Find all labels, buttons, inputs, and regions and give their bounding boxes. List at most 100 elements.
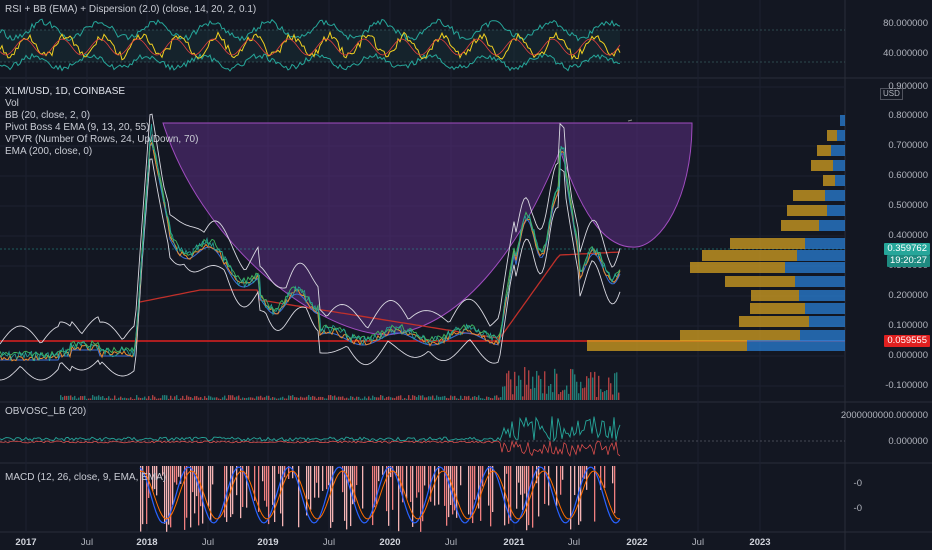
volume-bar [598, 375, 600, 400]
volume-bar [110, 398, 112, 400]
rsi-legend[interactable]: RSI + BB (EMA) + Dispersion (2.0) (close… [5, 4, 256, 16]
macd-histogram-bar [170, 466, 172, 528]
volume-profile-up-bar [831, 145, 845, 156]
volume-profile-up-bar [825, 190, 845, 201]
rsi-axis-label: 80.000000 [883, 18, 928, 29]
volume-bar [152, 395, 154, 400]
macd-legend[interactable]: MACD (12, 26, close, 9, EMA, EMA) [5, 472, 166, 484]
macd-histogram-bar [264, 466, 266, 501]
legend-volume[interactable]: Vol [5, 98, 19, 109]
macd-histogram-bar [330, 466, 332, 528]
volume-bar [172, 398, 174, 400]
legend-pivot-ema[interactable]: Pivot Boss 4 EMA (9, 13, 20, 55) [5, 122, 150, 133]
macd-histogram-bar [468, 466, 470, 515]
macd-histogram-bar [604, 466, 606, 489]
volume-bar [240, 398, 242, 400]
macd-histogram-bar [422, 466, 424, 522]
volume-bar [498, 397, 500, 400]
volume-bar [134, 398, 136, 400]
volume-bar [188, 396, 190, 400]
volume-bar [62, 397, 64, 400]
macd-histogram-bar [488, 466, 490, 506]
macd-histogram-bar [490, 466, 492, 527]
volume-bar [220, 398, 222, 400]
volume-bar [318, 396, 320, 400]
macd-histogram-bar [412, 466, 414, 527]
macd-histogram-bar [212, 466, 214, 485]
volume-bar [88, 398, 90, 400]
volume-bar [578, 393, 580, 400]
legend-ema200[interactable]: EMA (200, close, 0) [5, 146, 93, 157]
volume-bar [234, 397, 236, 400]
volume-bar [450, 395, 452, 400]
volume-bar [180, 398, 182, 400]
macd-histogram-bar [344, 466, 346, 521]
volume-profile-down-bar [730, 238, 805, 249]
volume-bar [196, 396, 198, 400]
volume-bar [366, 398, 368, 400]
macd-histogram-bar [178, 466, 180, 477]
volume-bar [74, 395, 76, 400]
volume-bar [552, 392, 554, 400]
macd-histogram-bar [332, 466, 334, 523]
volume-bar [370, 398, 372, 400]
rsi-axis-label: 40.000000 [883, 48, 928, 59]
time-axis-label: 2019 [257, 537, 279, 548]
volume-profile-up-bar [819, 220, 845, 231]
volume-bar [488, 397, 490, 400]
legend-bollinger[interactable]: BB (20, close, 2, 0) [5, 110, 91, 121]
volume-bar [558, 394, 560, 400]
volume-bar [282, 396, 284, 400]
volume-bar [272, 397, 274, 400]
volume-bar [212, 397, 214, 400]
legend-vpvr[interactable]: VPVR (Number Of Rows, 24, Up/Down, 70) [5, 134, 199, 145]
macd-histogram-bar [474, 466, 476, 500]
volume-bar [98, 395, 100, 400]
obv-axis-label: 2000000000.000000 [840, 410, 928, 421]
volume-bar [358, 396, 360, 400]
macd-histogram-bar [452, 466, 454, 515]
volume-bar [542, 393, 544, 400]
macd-histogram-bar [446, 466, 448, 526]
volume-bar [584, 387, 586, 400]
volume-bar [410, 398, 412, 400]
volume-bar [448, 398, 450, 400]
macd-histogram-bar [388, 466, 390, 526]
time-axis-label: 2020 [379, 537, 401, 548]
volume-bar [262, 397, 264, 400]
macd-histogram-bar [548, 466, 550, 506]
volume-bar [586, 376, 588, 400]
macd-histogram-bar [456, 466, 458, 518]
macd-histogram-bar [428, 466, 430, 491]
volume-bar [236, 396, 238, 400]
volume-bar [274, 397, 276, 400]
macd-histogram-bar [520, 466, 522, 495]
main-legend[interactable]: XLM/USD, 1D, COINBASE Vol BB (20, close,… [5, 86, 198, 158]
volume-bar [316, 398, 318, 400]
volume-bar [82, 396, 84, 400]
volume-bar [400, 395, 402, 400]
volume-bar [386, 397, 388, 400]
price-panel [0, 113, 845, 400]
currency-badge[interactable]: USD [880, 88, 903, 100]
volume-bar [416, 397, 418, 400]
countdown-tag: 19:20:27 [887, 255, 930, 267]
volume-bar [422, 395, 424, 400]
volume-profile-up-bar [785, 262, 845, 273]
obv-legend[interactable]: OBVOSC_LB (20) [5, 406, 86, 418]
volume-bar [490, 397, 492, 400]
bollinger-lower-line [0, 158, 621, 381]
volume-bar [112, 398, 114, 400]
volume-bar [168, 398, 170, 400]
volume-bar [84, 395, 86, 400]
volume-bar [304, 397, 306, 400]
volume-bar [496, 395, 498, 400]
bollinger-upper-line [0, 113, 621, 345]
time-axis-label: Jul [444, 537, 458, 548]
macd-histogram-bar [308, 466, 310, 500]
volume-bar [342, 396, 344, 400]
volume-profile-down-bar [811, 160, 833, 171]
macd-axis-label: -0 [853, 478, 862, 489]
